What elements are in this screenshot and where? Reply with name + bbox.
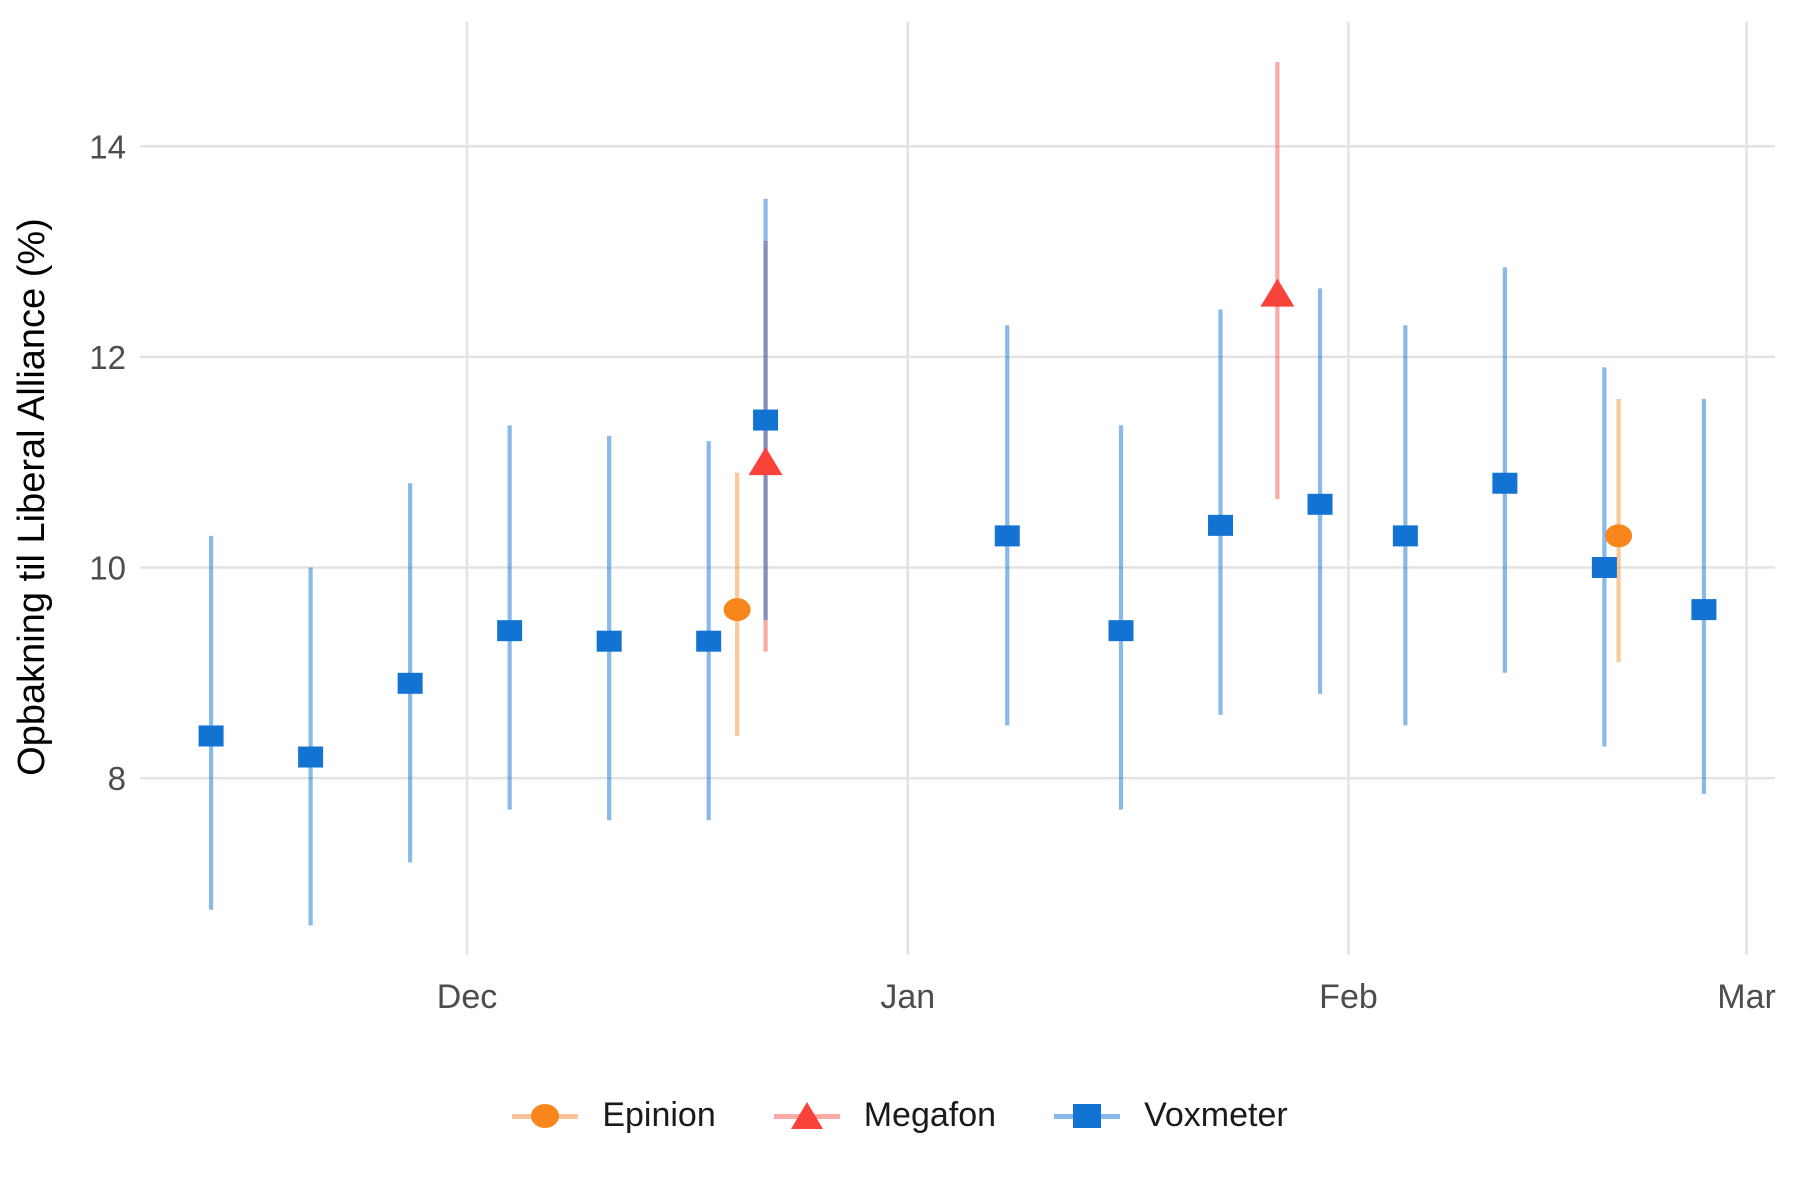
legend-label-epinion: Epinion — [602, 1096, 716, 1134]
y-tick-label-14: 14 — [89, 128, 126, 165]
epinion-point — [1605, 524, 1633, 548]
y-tick-label-10: 10 — [89, 549, 126, 586]
voxmeter-point — [1691, 599, 1717, 621]
voxmeter-point — [1108, 620, 1134, 642]
y-tick-label-12: 12 — [89, 339, 126, 376]
voxmeter-point — [1307, 493, 1333, 515]
voxmeter-point — [198, 725, 224, 747]
voxmeter-point — [497, 620, 523, 642]
voxmeter-point — [696, 630, 722, 652]
gridlines — [140, 22, 1775, 955]
legend: Epinion Megafon Voxmeter — [0, 1098, 1800, 1134]
x-tick-label-Dec: Dec — [437, 978, 497, 1016]
data-point-markers — [198, 278, 1717, 768]
megafon-point — [748, 447, 783, 476]
megafon-triangle-icon — [790, 1102, 823, 1129]
y-tick-label-8: 8 — [108, 760, 126, 797]
confidence-interval-lines — [208, 62, 1707, 926]
voxmeter-legend-key — [1054, 1099, 1121, 1133]
legend-item-voxmeter: Voxmeter — [1054, 1098, 1288, 1134]
legend-item-megafon: Megafon — [773, 1096, 997, 1134]
legend-item-epinion: Epinion — [512, 1096, 716, 1134]
voxmeter-point — [596, 630, 622, 652]
voxmeter-point — [298, 746, 324, 768]
legend-label-megafon: Megafon — [863, 1096, 997, 1134]
epinion-circle-icon — [531, 1104, 560, 1128]
legend-label-voxmeter: Voxmeter — [1144, 1096, 1288, 1134]
voxmeter-point — [1392, 525, 1418, 547]
voxmeter-point — [1208, 514, 1234, 536]
voxmeter-point — [753, 409, 779, 431]
voxmeter-point — [994, 525, 1020, 547]
voxmeter-square-icon — [1073, 1104, 1102, 1128]
voxmeter-point — [397, 672, 423, 694]
megafon-point — [1260, 278, 1295, 307]
voxmeter-point — [1492, 472, 1518, 494]
epinion-legend-key — [512, 1099, 579, 1133]
epinion-point — [723, 598, 751, 622]
x-tick-label-Feb: Feb — [1319, 978, 1378, 1016]
x-tick-label-Mar: Mar — [1717, 978, 1776, 1016]
megafon-legend-key — [773, 1099, 840, 1133]
y-axis-title: Opbakning til Liberal Alliance (%) — [11, 218, 53, 776]
axis-tick-labels: 8 10 12 14 Dec Jan Feb Mar — [89, 128, 1776, 1016]
voxmeter-point — [1591, 556, 1617, 578]
x-tick-label-Jan: Jan — [880, 978, 935, 1016]
